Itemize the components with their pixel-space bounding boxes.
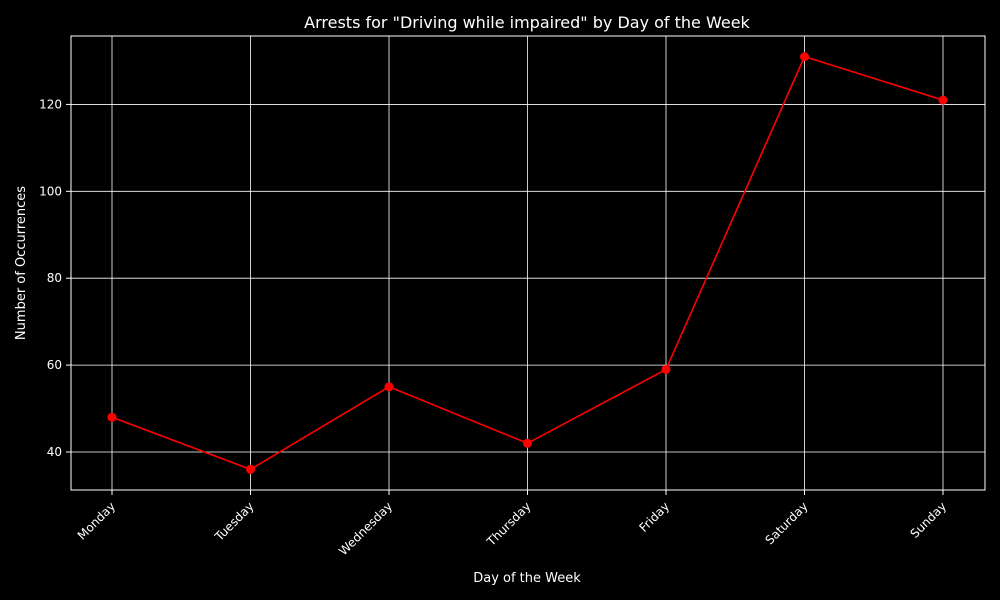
- y-tick-label: 40: [47, 445, 62, 459]
- y-tick-label: 120: [39, 97, 62, 111]
- data-point: [246, 464, 255, 474]
- chart-title: Arrests for "Driving while impaired" by …: [304, 13, 750, 32]
- y-tick-label: 80: [47, 271, 62, 285]
- data-point: [107, 412, 117, 422]
- y-tick-label: 60: [47, 358, 62, 372]
- data-point: [523, 438, 532, 448]
- y-tick-label: 100: [39, 184, 62, 198]
- grid: [71, 36, 985, 490]
- series: [107, 52, 948, 474]
- data-point: [384, 382, 394, 392]
- data-point: [938, 95, 948, 105]
- data-point: [800, 52, 809, 62]
- x-axis-label: Day of the Week: [473, 571, 581, 586]
- y-axis-label: Number of Occurrences: [14, 186, 29, 340]
- data-point: [661, 364, 671, 374]
